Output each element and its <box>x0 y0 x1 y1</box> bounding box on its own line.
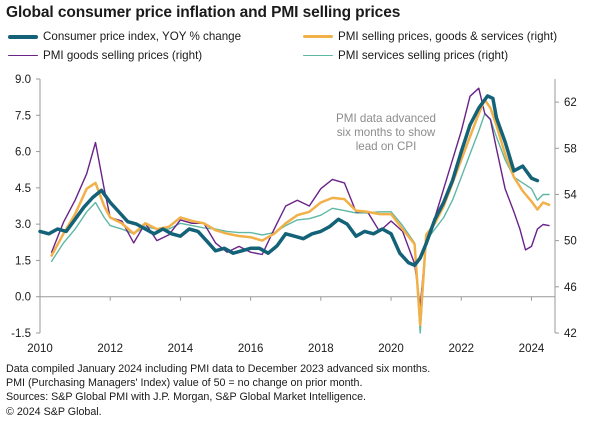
y-tick-label-left: 3.0 <box>15 219 31 231</box>
chart-annotation: PMI data advanced six months to show lea… <box>320 112 452 154</box>
y-tick-label-left: 4.5 <box>15 183 31 195</box>
y-tick-label-left: 1.5 <box>15 255 31 267</box>
annotation-line: PMI data advanced <box>336 112 436 125</box>
x-tick-label: 2016 <box>238 343 264 355</box>
series-line-pmi-goods <box>50 87 550 308</box>
legend-label-cpi: Consumer price index, YOY % change <box>43 30 242 43</box>
y-tick-label-right: 54 <box>564 189 577 201</box>
legend-label-pmi-services: PMI services selling prices (right) <box>338 49 509 62</box>
y-tick-label-right: 58 <box>564 143 577 155</box>
footnote-line: © 2024 S&P Global. <box>6 405 102 418</box>
x-tick-label: 2012 <box>97 343 123 355</box>
legend-swatch-cpi <box>8 34 38 39</box>
chart-title: Global consumer price inflation and PMI … <box>6 4 401 21</box>
x-tick-label: 2018 <box>308 343 334 355</box>
legend: Consumer price index, YOY % change PMI s… <box>8 30 588 70</box>
series-line-pmi-goods-services <box>50 98 551 327</box>
legend-label-pmi-goods: PMI goods selling prices (right) <box>43 49 203 62</box>
series-line-pmi-services <box>50 112 550 334</box>
legend-swatch-pmi-goods <box>8 54 38 57</box>
y-tick-label-right: 42 <box>564 328 577 340</box>
y-tick-label-right: 62 <box>564 97 577 109</box>
footnote-line: Sources: S&P Global PMI with J.P. Morgan… <box>6 391 366 404</box>
legend-item-pmi-goods: PMI goods selling prices (right) <box>8 49 202 62</box>
legend-item-pmi-goods-services: PMI selling prices, goods & services (ri… <box>303 30 557 43</box>
x-tick-label: 2014 <box>168 343 194 355</box>
y-tick-label-left: 7.5 <box>15 110 31 122</box>
footnotes: Data compiled January 2024 including PMI… <box>6 362 430 419</box>
legend-label-pmi-goods-services: PMI selling prices, goods & services (ri… <box>338 30 558 43</box>
annotation-line: six months to show <box>336 126 436 139</box>
footnote-line: PMI (Purchasing Managers' Index) value o… <box>6 377 363 390</box>
y-tick-label-right: 50 <box>564 236 577 248</box>
x-tick-label: 2010 <box>27 343 53 355</box>
legend-item-cpi: Consumer price index, YOY % change <box>8 30 241 43</box>
legend-swatch-pmi-services <box>303 54 333 57</box>
x-tick-label: 2020 <box>378 343 404 355</box>
legend-swatch-pmi-goods-services <box>303 35 333 38</box>
annotation-line: lead on CPI <box>355 140 417 153</box>
footnote-line: Data compiled January 2024 including PMI… <box>6 363 431 375</box>
y-tick-label-right: 46 <box>564 282 577 294</box>
y-tick-label-left: 6.0 <box>15 147 31 159</box>
series-line-cpi <box>38 94 540 268</box>
y-tick-label-left: 9.0 <box>15 74 31 86</box>
x-tick-label: 2022 <box>448 343 474 355</box>
x-tick-label: 2024 <box>519 343 545 355</box>
legend-item-pmi-services: PMI services selling prices (right) <box>303 49 508 62</box>
y-tick-label-left: 0.0 <box>15 292 31 304</box>
y-tick-label-left: -1.5 <box>11 328 31 340</box>
